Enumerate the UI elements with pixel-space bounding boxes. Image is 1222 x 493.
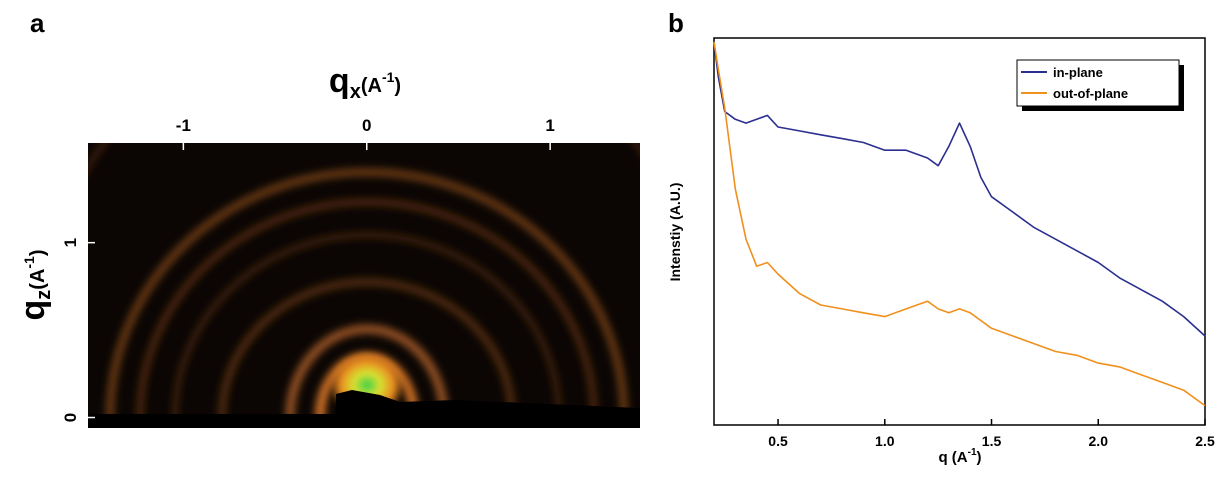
- series-line: [713, 41, 1206, 407]
- label-text: q (A: [938, 449, 967, 466]
- x-tick-label: 2.0: [1089, 433, 1109, 449]
- x-tick-label: 1.0: [875, 433, 895, 449]
- label-unit: ): [27, 249, 49, 256]
- legend-box: [1016, 59, 1180, 107]
- x-tick-label: 1.5: [982, 433, 1002, 449]
- label-superscript: -1: [382, 69, 395, 85]
- x-tick-label: 0.5: [768, 433, 788, 449]
- label-subscript: x: [350, 81, 361, 103]
- x-tick-label: 2.5: [1195, 433, 1215, 449]
- x-tick-label: -1: [176, 116, 191, 135]
- label-superscript: -1: [21, 256, 37, 269]
- axes-b: 0.5 1.0 1.5 2.0 2.5 in-plane out-of-plane: [713, 37, 1215, 449]
- x-tick-label: 0: [362, 116, 371, 135]
- y-tick-label: 0: [61, 413, 80, 422]
- x-axis-title: q (A-1): [938, 447, 981, 466]
- label-superscript: -1: [968, 447, 977, 458]
- label-unit: (A: [27, 269, 49, 290]
- scattering-image: [88, 143, 640, 428]
- legend-label: in-plane: [1053, 65, 1103, 80]
- plot-frame: [713, 37, 1206, 426]
- legend-label: out-of-plane: [1053, 86, 1128, 101]
- y-axis-title: Intenstiy (A.U.): [667, 183, 683, 282]
- series-line: [713, 41, 1206, 337]
- y-tick-label: 1: [61, 238, 80, 247]
- label-symbol: q: [329, 62, 350, 100]
- label-unit: (A: [361, 75, 382, 97]
- axes-a: -1 0 1 0 1: [61, 116, 555, 422]
- label-symbol: q: [14, 300, 52, 321]
- x-tick-label: 1: [545, 116, 554, 135]
- panel-letter: b: [668, 8, 684, 38]
- panel-letter: a: [30, 8, 45, 38]
- label-text: ): [977, 449, 982, 466]
- y-axis-title: qz(A-1): [14, 249, 55, 320]
- x-axis-title: qx(A-1): [329, 62, 401, 103]
- label-unit: ): [394, 75, 401, 97]
- label-subscript: z: [33, 290, 55, 300]
